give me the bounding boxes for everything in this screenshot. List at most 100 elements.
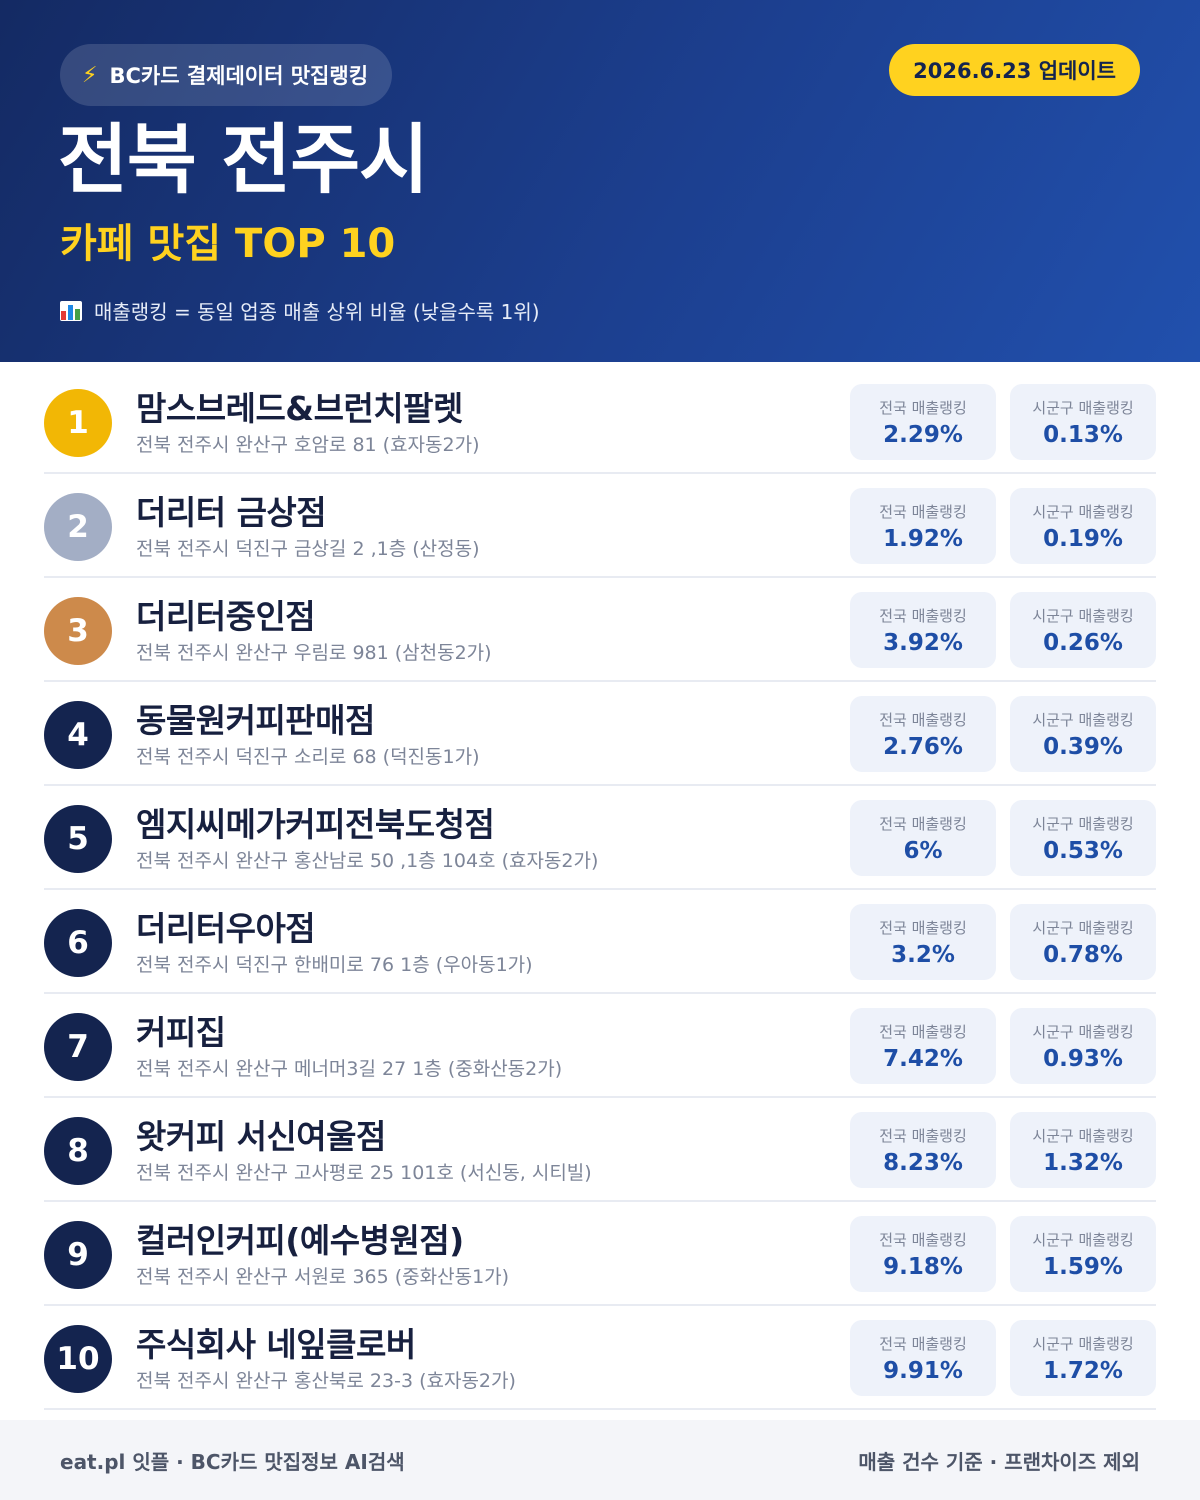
regional-rank-label: 시군구 매출랭킹 <box>1032 1022 1134 1041</box>
rank-badge: 6 <box>44 909 112 977</box>
rank-badge: 3 <box>44 597 112 665</box>
place-address: 전북 전주시 덕진구 소리로 68 (덕진동1가) <box>136 746 480 768</box>
regional-rank-card: 시군구 매출랭킹 1.32% <box>1010 1112 1156 1188</box>
regional-rank-card: 시군구 매출랭킹 0.39% <box>1010 696 1156 772</box>
place-address: 전북 전주시 완산구 메너머3길 27 1층 (중화산동2가) <box>136 1058 563 1080</box>
national-rank-value: 9.18% <box>883 1253 963 1280</box>
rank-badge: 1 <box>44 389 112 457</box>
national-rank-label: 전국 매출랭킹 <box>879 398 967 417</box>
place-name[interactable]: 왓커피 서신여울점 <box>136 1117 386 1156</box>
place-address: 전북 전주시 완산구 서원로 365 (중화산동1가) <box>136 1266 510 1288</box>
place-name[interactable]: 더리터 금상점 <box>136 493 327 532</box>
rank-badge: 9 <box>44 1221 112 1289</box>
place-name[interactable]: 엠지씨메가커피전북도청점 <box>136 805 495 844</box>
national-rank-card: 전국 매출랭킹 3.92% <box>850 592 996 668</box>
place-name[interactable]: 주식회사 네잎클로버 <box>136 1325 416 1364</box>
regional-rank-label: 시군구 매출랭킹 <box>1032 502 1134 521</box>
place-address: 전북 전주시 완산구 홍산남로 50 ,1층 104호 (효자동2가) <box>136 850 599 872</box>
national-rank-label: 전국 매출랭킹 <box>879 1022 967 1041</box>
national-rank-card: 전국 매출랭킹 9.91% <box>850 1320 996 1396</box>
rank-badge: 5 <box>44 805 112 873</box>
regional-rank-value: 0.26% <box>1043 629 1123 656</box>
national-rank-label: 전국 매출랭킹 <box>879 606 967 625</box>
header-banner: ⚡ BC카드 결제데이터 맛집랭킹 2026.6.23 업데이트 전북 전주시 … <box>0 0 1200 362</box>
regional-rank-value: 0.19% <box>1043 525 1123 552</box>
national-rank-value: 8.23% <box>883 1149 963 1176</box>
regional-rank-value: 1.59% <box>1043 1253 1123 1280</box>
place-name[interactable]: 맘스브레드&브런치팔렛 <box>136 389 463 428</box>
lightning-bolt-icon: ⚡ <box>82 62 98 88</box>
place-address: 전북 전주시 완산구 호암로 81 (효자동2가) <box>136 434 480 456</box>
national-rank-value: 7.42% <box>883 1045 963 1072</box>
rank-badge: 8 <box>44 1117 112 1185</box>
rank-badge: 7 <box>44 1013 112 1081</box>
rank-badge: 2 <box>44 493 112 561</box>
brand-label: BC카드 결제데이터 맛집랭킹 <box>109 64 369 88</box>
ranking-row[interactable]: 9 컬러인커피(예수병원점) 전북 전주시 완산구 서원로 365 (중화산동1가)… <box>44 1202 1156 1306</box>
bar-chart-icon <box>60 300 82 321</box>
rank-badge: 10 <box>44 1325 112 1393</box>
regional-rank-value: 1.32% <box>1043 1149 1123 1176</box>
national-rank-card: 전국 매출랭킹 6% <box>850 800 996 876</box>
regional-rank-label: 시군구 매출랭킹 <box>1032 814 1134 833</box>
national-rank-card: 전국 매출랭킹 2.29% <box>850 384 996 460</box>
place-name[interactable]: 동물원커피판매점 <box>136 701 375 740</box>
regional-rank-card: 시군구 매출랭킹 0.78% <box>1010 904 1156 980</box>
regional-rank-card: 시군구 매출랭킹 0.26% <box>1010 592 1156 668</box>
national-rank-label: 전국 매출랭킹 <box>879 918 967 937</box>
regional-rank-card: 시군구 매출랭킹 0.93% <box>1010 1008 1156 1084</box>
national-rank-card: 전국 매출랭킹 1.92% <box>850 488 996 564</box>
regional-rank-label: 시군구 매출랭킹 <box>1032 1230 1134 1249</box>
place-name[interactable]: 더리터중인점 <box>136 597 316 636</box>
ranking-row[interactable]: 8 왓커피 서신여울점 전북 전주시 완산구 고사평로 25 101호 (서신동, … <box>44 1098 1156 1202</box>
regional-rank-label: 시군구 매출랭킹 <box>1032 918 1134 937</box>
page-title: 전북 전주시 <box>58 115 429 204</box>
update-date-badge: 2026.6.23 업데이트 <box>889 44 1140 96</box>
regional-rank-value: 0.78% <box>1043 941 1123 968</box>
national-rank-card: 전국 매출랭킹 9.18% <box>850 1216 996 1292</box>
regional-rank-value: 0.13% <box>1043 421 1123 448</box>
regional-rank-value: 1.72% <box>1043 1357 1123 1384</box>
national-rank-value: 3.92% <box>883 629 963 656</box>
regional-rank-card: 시군구 매출랭킹 0.53% <box>1010 800 1156 876</box>
national-rank-card: 전국 매출랭킹 7.42% <box>850 1008 996 1084</box>
place-name[interactable]: 커피집 <box>136 1013 226 1052</box>
page-subtitle: 카페 맛집 TOP 10 <box>60 221 396 267</box>
national-rank-label: 전국 매출랭킹 <box>879 502 967 521</box>
footer: eat.pl 잇플 · BC카드 맛집정보 AI검색 매출 건수 기준 · 프랜… <box>0 1420 1200 1500</box>
national-rank-value: 1.92% <box>883 525 963 552</box>
rank-badge: 4 <box>44 701 112 769</box>
national-rank-value: 9.91% <box>883 1357 963 1384</box>
regional-rank-label: 시군구 매출랭킹 <box>1032 1334 1134 1353</box>
regional-rank-label: 시군구 매출랭킹 <box>1032 710 1134 729</box>
national-rank-card: 전국 매출랭킹 2.76% <box>850 696 996 772</box>
place-name[interactable]: 컬러인커피(예수병원점) <box>136 1221 464 1260</box>
brand-pill: ⚡ BC카드 결제데이터 맛집랭킹 <box>60 44 393 106</box>
national-rank-value: 6% <box>903 837 943 864</box>
place-address: 전북 전주시 완산구 홍산북로 23-3 (효자동2가) <box>136 1370 516 1392</box>
national-rank-card: 전국 매출랭킹 8.23% <box>850 1112 996 1188</box>
regional-rank-value: 0.39% <box>1043 733 1123 760</box>
legend-text: 매출랭킹 = 동일 업종 매출 상위 비율 (낮을수록 1위) <box>94 300 540 324</box>
ranking-row[interactable]: 2 더리터 금상점 전북 전주시 덕진구 금상길 2 ,1층 (산정동) 전국 매출랭… <box>44 474 1156 578</box>
national-rank-value: 2.76% <box>883 733 963 760</box>
regional-rank-label: 시군구 매출랭킹 <box>1032 1126 1134 1145</box>
national-rank-label: 전국 매출랭킹 <box>879 1230 967 1249</box>
national-rank-card: 전국 매출랭킹 3.2% <box>850 904 996 980</box>
regional-rank-card: 시군구 매출랭킹 1.59% <box>1010 1216 1156 1292</box>
national-rank-value: 3.2% <box>891 941 955 968</box>
place-name[interactable]: 더리터우아점 <box>136 909 316 948</box>
place-address: 전북 전주시 완산구 우림로 981 (삼천동2가) <box>136 642 492 664</box>
footer-note: 매출 건수 기준 · 프랜차이즈 제외 <box>858 1449 1140 1474</box>
regional-rank-card: 시군구 매출랭킹 0.19% <box>1010 488 1156 564</box>
footer-source: eat.pl 잇플 · BC카드 맛집정보 AI검색 <box>60 1449 405 1474</box>
national-rank-label: 전국 매출랭킹 <box>879 1126 967 1145</box>
ranking-row[interactable]: 6 더리터우아점 전북 전주시 덕진구 한배미로 76 1층 (우아동1가) 전국 매… <box>44 890 1156 994</box>
